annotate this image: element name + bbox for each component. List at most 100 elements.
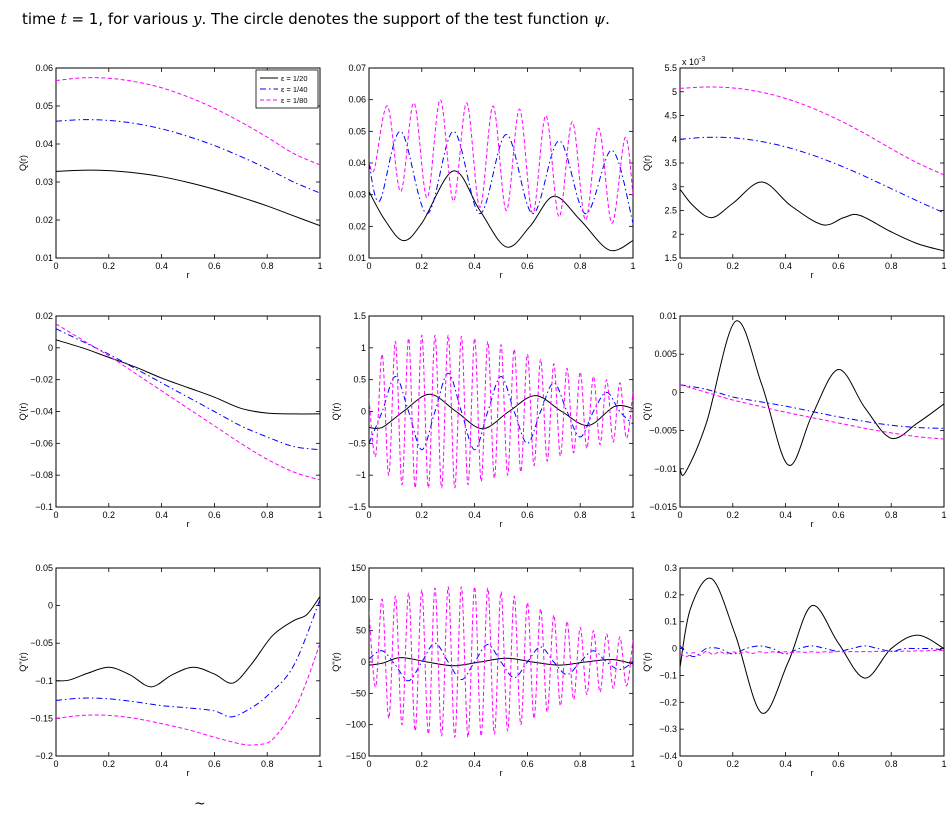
y-tick-label: 4 <box>672 134 677 144</box>
series-lines <box>56 323 320 481</box>
x-tick-label: 0.6 <box>521 510 534 520</box>
y-tick-label: 0.1 <box>664 617 677 627</box>
x-tick-label: 1 <box>630 759 635 769</box>
axes-frame <box>368 315 634 508</box>
y-tick-label: 1 <box>361 343 366 353</box>
y-tick-label: −0.02 <box>30 375 53 385</box>
y-axis-label: Q'(r) <box>18 403 28 421</box>
legend-box <box>255 69 319 109</box>
series-line-eps-1-20 <box>680 320 944 476</box>
caption-var-y: y <box>192 10 202 28</box>
y-tick-label: 0.04 <box>35 139 53 149</box>
y-scale-note: x 10-3 <box>682 56 705 67</box>
x-axis-label: r <box>811 519 814 529</box>
series-line-eps-1-40 <box>369 642 633 682</box>
y-tick-label: −0.3 <box>659 724 677 734</box>
axes-frame <box>679 315 945 508</box>
y-tick-label: 0.05 <box>348 126 366 136</box>
y-tick-label: 0.005 <box>654 349 677 359</box>
x-tick-label: 0.8 <box>261 510 274 520</box>
x-axis-label: r <box>187 270 190 280</box>
series-line-eps-1-20 <box>680 577 944 714</box>
y-tick-label: 2 <box>672 229 677 239</box>
series-lines <box>369 334 633 489</box>
x-tick-label: 0.8 <box>885 510 898 520</box>
series-line-eps-1-40 <box>680 384 944 429</box>
y-tick-label: −0.2 <box>35 751 53 761</box>
y-tick-label: 0.02 <box>35 215 53 225</box>
x-tick-label: 1 <box>941 510 946 520</box>
y-tick-label: 1.5 <box>353 311 366 321</box>
y-tick-label: 3.5 <box>664 158 677 168</box>
series-line-eps-1-40 <box>56 328 320 451</box>
series-line-eps-1-40 <box>369 130 633 224</box>
series-line-eps-1-40 <box>56 119 320 194</box>
x-tick-label: 0.6 <box>832 261 845 271</box>
x-tick-label: 0 <box>366 510 371 520</box>
y-tick-label: 50 <box>356 626 366 636</box>
y-axis-label: Q(r) <box>18 155 28 171</box>
y-tick-label: −50 <box>351 688 366 698</box>
y-tick-label: 0.06 <box>35 63 53 73</box>
x-tick-label: 0.2 <box>727 759 740 769</box>
x-tick-label: 0.4 <box>779 759 792 769</box>
legend-label: ε = 1/40 <box>281 85 308 94</box>
axes-frame <box>55 567 321 757</box>
axes-frame <box>55 315 321 508</box>
subplot-r1c2: 0 0.2 0.4 0.6 0.8 1 0.01 0.02 0.03 0.04 0.05 0.06 0.… <box>348 63 635 280</box>
legend-label: ε = 1/20 <box>281 74 308 83</box>
x-tick-label: 0.4 <box>468 759 481 769</box>
y-tick-label: −0.08 <box>30 470 53 480</box>
axes-frame <box>679 567 945 757</box>
series-line-eps-1-40 <box>680 136 944 214</box>
series-line-eps-1-20 <box>369 393 633 430</box>
series-line-eps-1-20 <box>369 170 633 252</box>
caption-var-t: t <box>60 10 67 28</box>
y-tick-label: 3 <box>672 182 677 192</box>
y-tick-label: 0 <box>361 407 366 417</box>
x-axis-label: r <box>500 768 503 778</box>
y-scale-exponent: -3 <box>699 56 705 63</box>
x-tick-label: 1 <box>317 759 322 769</box>
y-tick-label: −100 <box>346 720 366 730</box>
y-tick-label: 0.5 <box>353 375 366 385</box>
x-tick-label: 0 <box>53 759 58 769</box>
x-tick-label: 0.2 <box>103 261 116 271</box>
x-tick-label: 0 <box>677 759 682 769</box>
x-tick-label: 0.4 <box>155 759 168 769</box>
x-tick-label: 1 <box>317 510 322 520</box>
y-tick-label: 0.05 <box>35 563 53 573</box>
y-tick-label: −0.15 <box>30 713 53 723</box>
x-tick-label: 0.4 <box>155 510 168 520</box>
y-tick-label: −150 <box>346 751 366 761</box>
series-line-eps-1-80 <box>369 99 633 224</box>
y-tick-label: −1.5 <box>348 502 366 512</box>
x-tick-label: 1 <box>317 261 322 271</box>
series-lines <box>680 320 944 476</box>
caption-text-3: . The circle denotes the support of the … <box>201 10 594 28</box>
subplot-r3c3: 0 0.2 0.4 0.6 0.8 1 −0.4 −0.3 −0.2 −0.1 0 0.1 0.2 0.3… <box>642 563 947 778</box>
y-tick-label: 0 <box>48 601 53 611</box>
y-tick-label: −0.05 <box>30 638 53 648</box>
series-line-eps-1-20 <box>56 596 320 688</box>
x-axis-label: r <box>187 519 190 529</box>
x-tick-label: 0.4 <box>468 510 481 520</box>
y-tick-label: −0.015 <box>649 502 677 512</box>
x-tick-label: 0.6 <box>832 759 845 769</box>
x-tick-label: 0.2 <box>727 261 740 271</box>
x-tick-label: 0.4 <box>779 261 792 271</box>
y-tick-label: 0.06 <box>348 95 366 105</box>
x-axis-label: r <box>811 768 814 778</box>
x-tick-label: 0 <box>677 510 682 520</box>
y-tick-label: 0.3 <box>664 563 677 573</box>
subplot-r1c3: 0 0.2 0.4 0.6 0.8 1 1.5 2 2.5 3 3.5 4 4.5 5 5.5 r Q(r) x … <box>642 56 947 280</box>
x-tick-label: 0.8 <box>261 759 274 769</box>
caption-var-psi: ψ <box>593 10 606 28</box>
y-tick-label: 0.02 <box>35 311 53 321</box>
caption-text-2: = 1, for various <box>66 10 193 28</box>
x-tick-label: 0.6 <box>208 759 221 769</box>
series-line-eps-1-20 <box>56 339 320 415</box>
subplot-r2c1: 0 0.2 0.4 0.6 0.8 1 −0.1 −0.08 −0.06 −0.04 −0.02 0 0… <box>18 311 323 529</box>
y-axis-label: Q'(r) <box>642 403 652 421</box>
